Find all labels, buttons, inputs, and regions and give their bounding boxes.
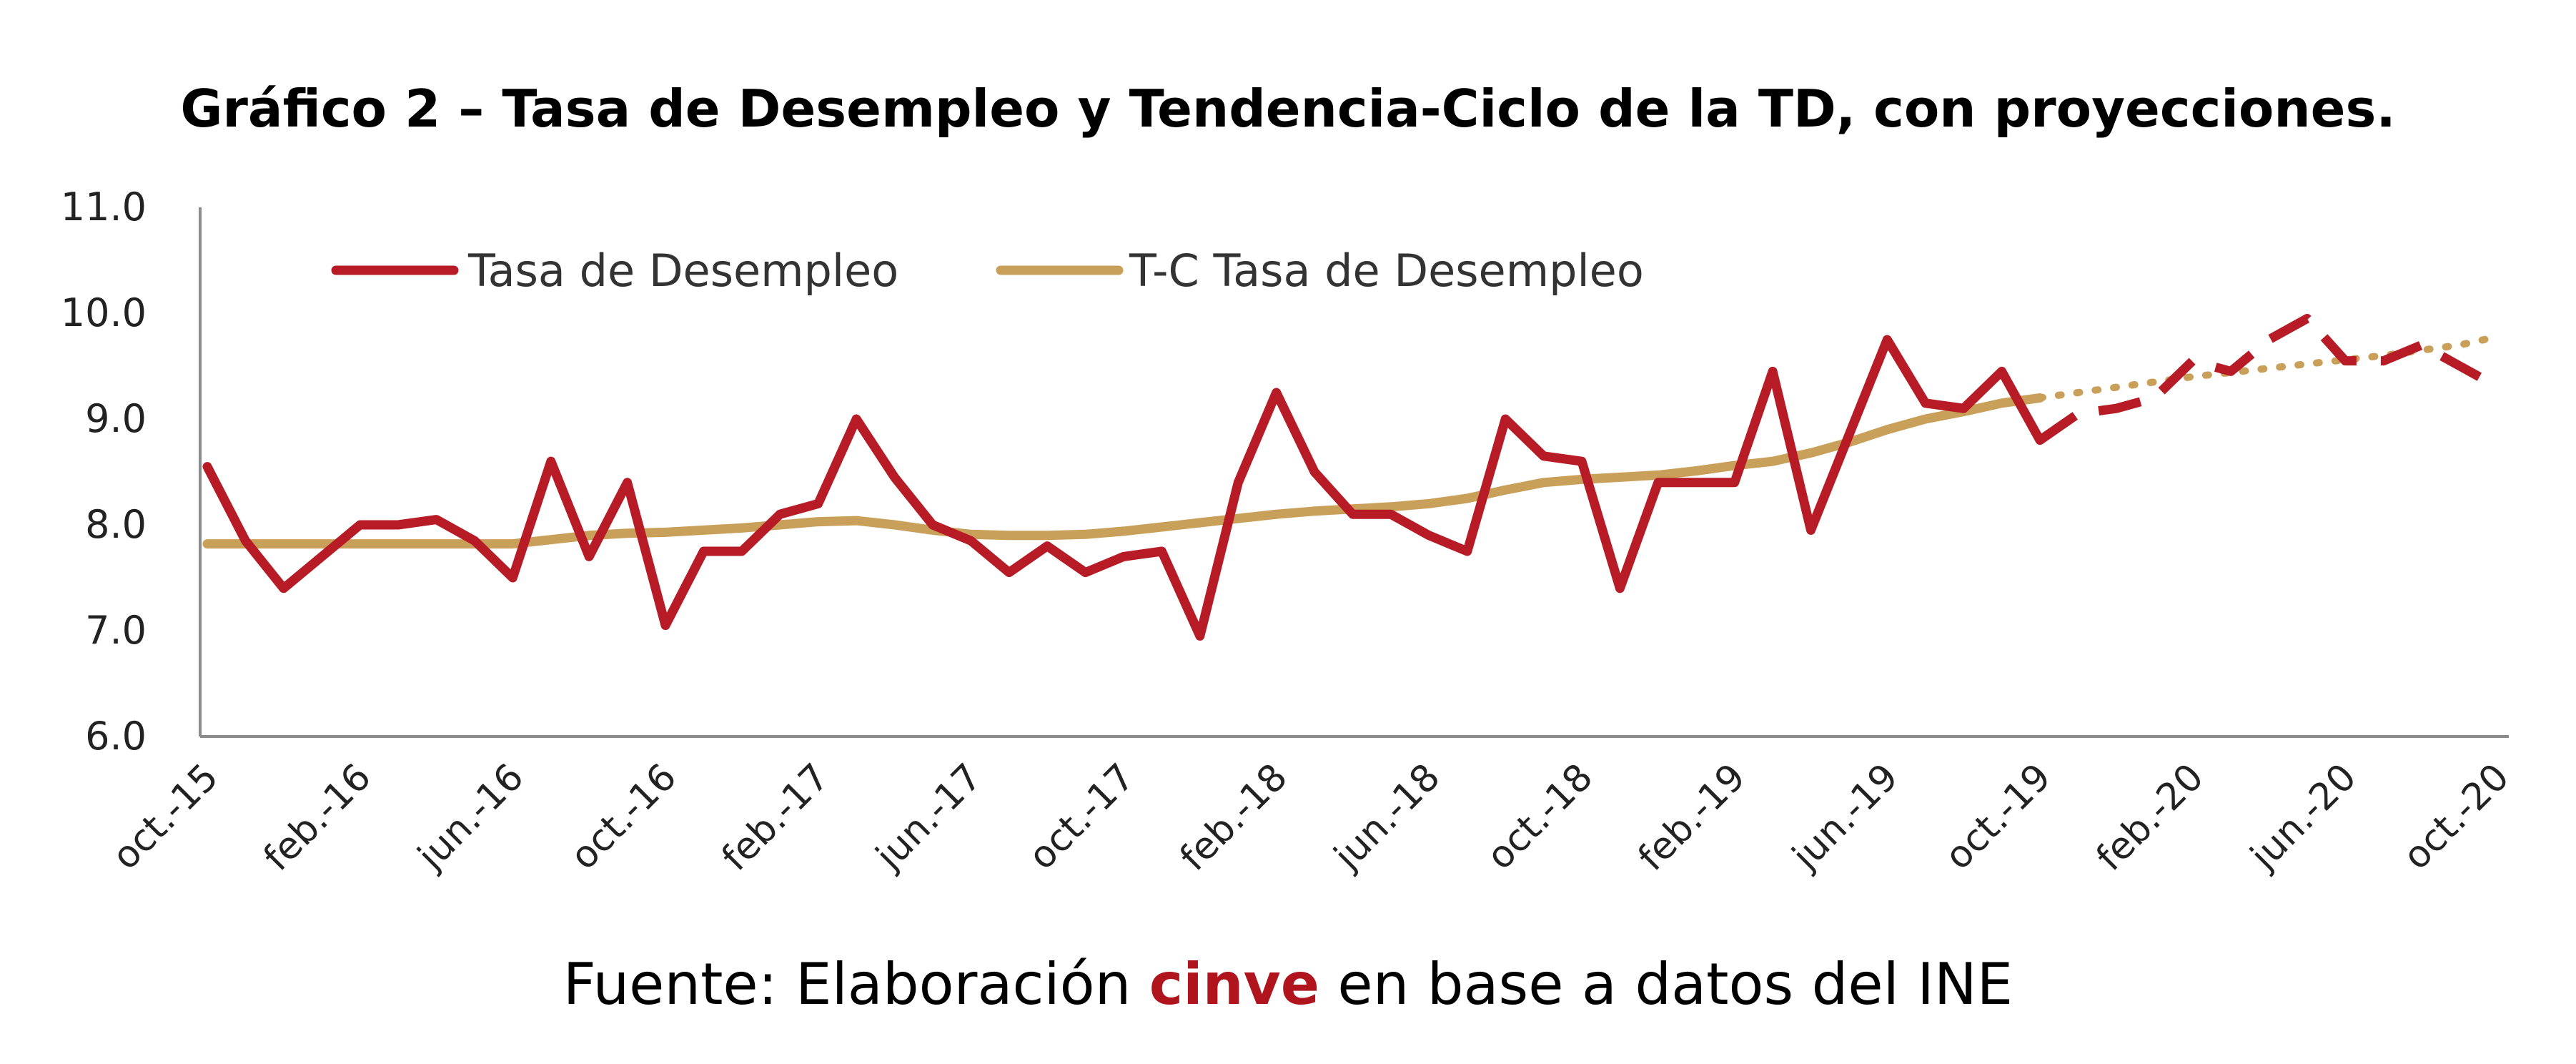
chart-title: Gráfico 2 – Tasa de Desempleo y Tendenci… bbox=[180, 79, 2396, 139]
y-tick-label: 6.0 bbox=[85, 714, 147, 759]
series-line-t-c-tasa-de-desempleo bbox=[202, 393, 2045, 549]
legend-label: T-C Tasa de Desempleo bbox=[1129, 245, 1644, 297]
x-tick-label: feb.-17 bbox=[714, 756, 838, 880]
series-lines bbox=[202, 313, 2502, 641]
x-tick-label: oct.-19 bbox=[1937, 756, 2059, 878]
axes bbox=[199, 207, 2509, 738]
y-tick-label: 11.0 bbox=[61, 184, 147, 230]
series-line-tasa-de-desempleo bbox=[202, 335, 2045, 641]
x-tick-label: feb.-18 bbox=[1172, 756, 1296, 880]
x-tick-label: jun.-17 bbox=[868, 756, 991, 879]
series-line-proyecci-n-tasa-de-desempleo bbox=[2037, 313, 2501, 444]
source-note: Fuente: Elaboración cinve en base a dato… bbox=[0, 951, 2576, 1018]
y-axis-ticks: 11.0 10.0 9.0 8.0 7.0 6.0 bbox=[61, 184, 147, 759]
y-tick-label: 9.0 bbox=[85, 396, 147, 441]
x-tick-label: jun.-19 bbox=[1784, 756, 1907, 879]
source-brand: cinve bbox=[1149, 951, 1319, 1018]
x-tick-label: jun.-18 bbox=[1326, 756, 1449, 879]
y-tick-label: 10.0 bbox=[61, 290, 147, 335]
x-tick-label: feb.-16 bbox=[256, 756, 380, 880]
series-line-proyecci-n-t-c-tasa-de-desempleo bbox=[2036, 332, 2502, 402]
source-prefix: Fuente: Elaboración bbox=[563, 951, 1149, 1018]
legend-label: Tasa de Desempleo bbox=[467, 245, 898, 297]
y-tick-label: 7.0 bbox=[85, 608, 147, 653]
source-suffix: en base a datos del INE bbox=[1319, 951, 2013, 1018]
x-tick-label: oct.-15 bbox=[104, 756, 227, 878]
x-tick-label: oct.-16 bbox=[563, 756, 685, 878]
x-tick-label: feb.-20 bbox=[2089, 756, 2212, 880]
x-axis-ticks: oct.-15 feb.-16 jun.-16 oct.-16 feb.-17 jun.-… bbox=[104, 756, 2517, 880]
legend: Tasa de Desempleo T-C Tasa de Desempleo bbox=[331, 245, 1644, 297]
x-tick-label: oct.-18 bbox=[1479, 756, 1601, 878]
x-tick-label: oct.-20 bbox=[2395, 756, 2517, 878]
y-tick-label: 8.0 bbox=[85, 502, 147, 547]
x-tick-label: jun.-16 bbox=[410, 756, 532, 879]
x-tick-label: feb.-19 bbox=[1630, 756, 1754, 880]
x-tick-label: jun.-20 bbox=[2242, 756, 2365, 879]
x-tick-label: oct.-17 bbox=[1021, 756, 1143, 878]
